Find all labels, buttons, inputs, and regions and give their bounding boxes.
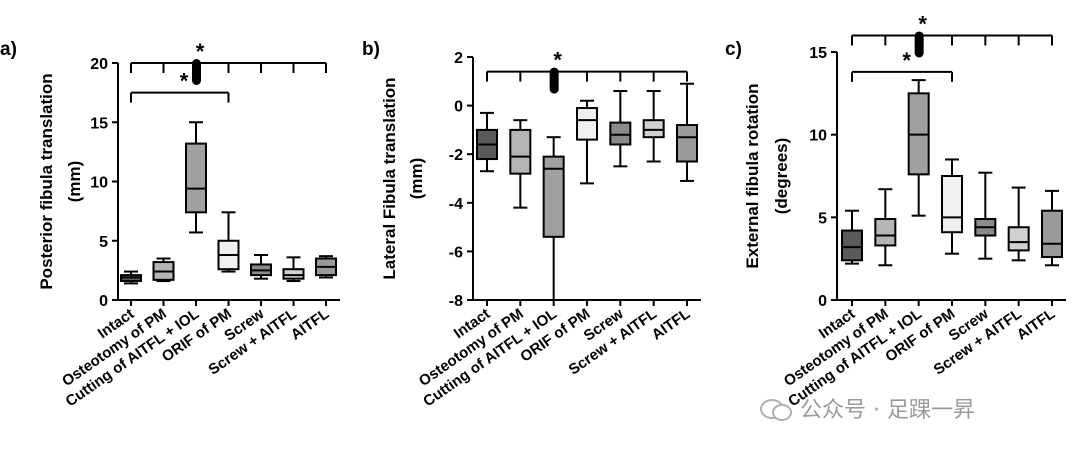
y-tick-label: 15 [809, 45, 827, 62]
iqr-box [676, 124, 698, 163]
iqr-box [941, 175, 963, 234]
box-7 [676, 82, 698, 306]
y-tick-label: -2 [449, 147, 463, 164]
box-1 [120, 270, 142, 306]
x-category-label: AITFL [288, 305, 333, 343]
significance-star: * [196, 39, 205, 64]
iqr-box [841, 229, 863, 262]
x-category-label: AITFL [649, 305, 694, 343]
y-axis-unit: (mm) [65, 161, 84, 203]
box-5 [250, 253, 272, 306]
box-1 [841, 209, 863, 306]
panel-c: c) External fibula rotation (degrees) 0 5 10 1… [725, 11, 1066, 410]
significance-bracket-2: * [130, 69, 230, 103]
significance-marker [914, 31, 924, 58]
panel-a: a) Posterior fibula translation (mm) 0 5 10 15… [0, 39, 340, 410]
y-tick-label: -4 [449, 196, 463, 213]
y-axis-unit: (mm) [407, 158, 426, 200]
iqr-box [282, 268, 305, 280]
y-tick-label: 15 [90, 115, 108, 132]
y-axis-label: Posterior fibula translation [37, 73, 56, 289]
box-2 [509, 119, 532, 306]
box-3 [907, 79, 930, 306]
significance-marker [192, 59, 201, 85]
iqr-box [874, 217, 897, 247]
wechat-icon [760, 395, 794, 421]
box-2 [874, 188, 897, 306]
y-tick-label: 10 [90, 175, 108, 192]
box-6 [282, 256, 305, 306]
box-6 [1007, 186, 1030, 306]
significance-star: * [902, 48, 911, 73]
iqr-box [642, 119, 665, 139]
y-axis-label: Lateral Fibula translation [380, 77, 399, 279]
panel-label: c) [725, 39, 742, 60]
significance-bracket-1: * [851, 11, 1053, 46]
y-tick-label: -6 [449, 244, 463, 261]
box-5 [974, 171, 997, 306]
y-tick-label: 0 [818, 293, 827, 310]
panel-label: b) [362, 39, 380, 60]
box-3 [185, 121, 207, 306]
iqr-box [509, 128, 532, 175]
significance-star: * [918, 11, 927, 36]
box-7 [315, 255, 337, 306]
y-tick-label: 0 [99, 293, 108, 310]
box-2 [152, 257, 175, 306]
y-tick-label: 2 [454, 50, 463, 67]
box-7 [1041, 189, 1063, 306]
y-tick-label: 10 [809, 128, 827, 145]
y-tick-label: 5 [818, 210, 827, 227]
iqr-box [1007, 226, 1030, 252]
watermark-text: 公众号 · 足踝一昇 [800, 398, 975, 423]
box-4 [576, 99, 598, 306]
significance-bracket-1: * [486, 48, 688, 82]
significance-marker [549, 67, 559, 94]
y-axis-label: External fibula rotation [743, 83, 762, 268]
box-1 [476, 111, 498, 306]
watermark: 公众号 · 足踝一昇 [760, 392, 975, 424]
iqr-box [576, 107, 598, 141]
box-6 [642, 90, 665, 306]
box-5 [609, 90, 632, 306]
significance-bracket-1: * [130, 39, 327, 73]
significance-bracket-2: * [851, 48, 953, 82]
x-category-label: AITFL [1014, 305, 1059, 343]
iqr-box [609, 121, 632, 146]
box-4 [217, 211, 240, 306]
y-tick-label: 5 [99, 234, 108, 251]
y-tick-label: 0 [454, 99, 463, 116]
panel-label: a) [0, 39, 17, 60]
box-3 [542, 136, 565, 306]
y-axis-unit: (degrees) [772, 138, 791, 215]
panel-b: b)Lateral Fibula translation (mm) -8 -6 -4 -2… [362, 39, 701, 410]
y-tick-label: 20 [90, 56, 108, 73]
y-tick-label: -8 [449, 293, 463, 310]
significance-star: * [553, 48, 562, 73]
iqr-box [1041, 209, 1063, 259]
box-4 [941, 158, 963, 306]
iqr-box [185, 142, 207, 214]
iqr-box [542, 155, 565, 238]
significance-star: * [180, 69, 189, 94]
